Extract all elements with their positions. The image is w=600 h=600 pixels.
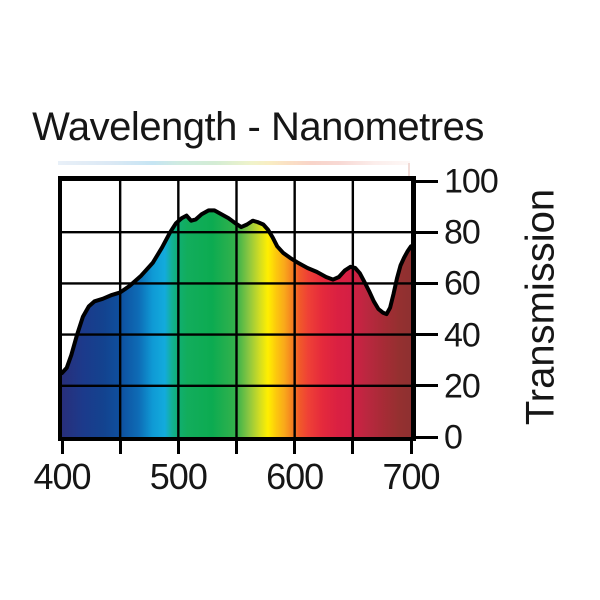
spectrum-transmission-plot [62,181,411,437]
x-tick-label: 600 [266,456,324,497]
y-tick-label: 80 [444,213,481,252]
y-tick-label: 100 [444,162,499,201]
x-tick [235,441,238,454]
y-tick [416,230,438,234]
x-tick [60,441,64,454]
y-tick [416,384,438,388]
y-tick [416,281,438,285]
x-tick-label: 700 [382,456,440,497]
y-tick-label: 60 [444,264,481,303]
x-tick-label: 500 [149,456,208,497]
spectrum-reflection-corner [408,163,410,179]
y-tick-label: 20 [444,367,481,406]
x-tick [118,441,122,454]
x-tick [351,441,355,454]
transmission-curve [62,208,411,375]
y-tick [416,435,438,439]
x-tick [409,441,413,454]
y-axis-title: Transmission [518,188,563,426]
y-tick [416,179,438,183]
y-tick-label: 0 [444,418,463,457]
y-tick [416,333,438,337]
plot-area [58,176,416,441]
chart-title: Wavelength - Nanometres [32,105,484,149]
x-tick [293,441,297,454]
spectrum-reflection-strip [58,161,410,165]
x-tick [176,441,180,454]
y-tick-label: 40 [444,316,481,355]
x-tick-label: 400 [33,456,91,497]
